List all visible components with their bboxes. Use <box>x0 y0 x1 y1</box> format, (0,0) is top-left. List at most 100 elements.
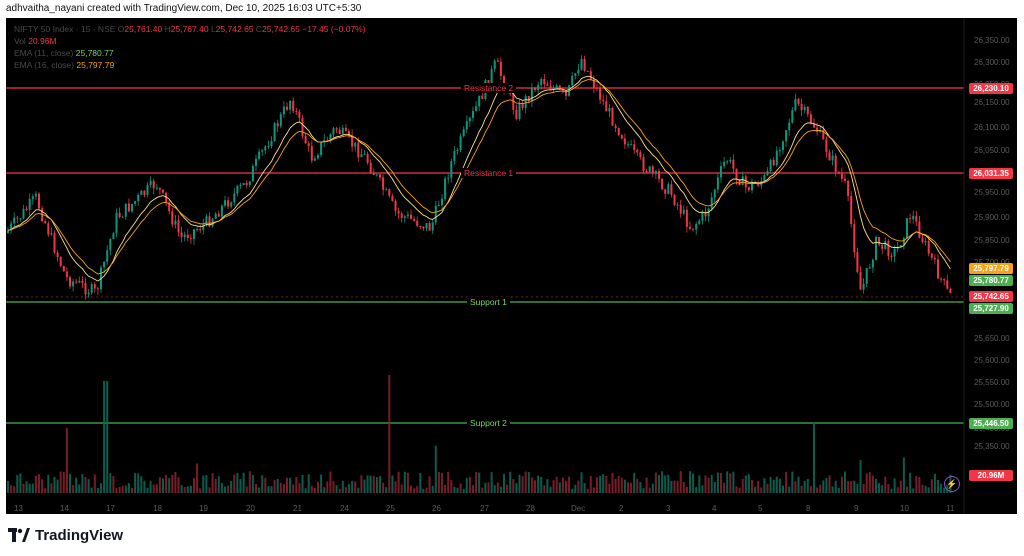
price-axis-label: 25,850.00 <box>974 236 1010 245</box>
legend-volume-row[interactable]: Vol 20.96M <box>14 36 57 46</box>
candle <box>131 203 133 212</box>
volume-bars <box>7 375 952 493</box>
volume-bar <box>174 471 177 493</box>
volume-bar <box>59 471 62 493</box>
candle <box>251 166 254 182</box>
volume-bar <box>927 487 930 493</box>
volume-bar <box>676 480 679 493</box>
candle <box>459 136 462 150</box>
volume-bar <box>93 474 96 493</box>
time-axis-label: Dec <box>571 504 586 513</box>
volume-bar <box>617 476 620 493</box>
candle <box>558 85 561 90</box>
volume-bar <box>224 486 226 493</box>
volume-bar <box>227 485 230 493</box>
candle <box>791 110 794 123</box>
candle <box>493 60 496 70</box>
candle <box>106 250 109 262</box>
volume-bar <box>744 475 747 493</box>
volume-bar <box>915 476 918 493</box>
legend-ema2-row[interactable]: EMA (16, close) 25,797.79 <box>14 60 114 70</box>
candle <box>670 184 673 195</box>
candle <box>840 173 843 179</box>
chart-plot-area[interactable] <box>6 18 1017 514</box>
volume-bar <box>100 483 102 493</box>
volume-bar <box>645 477 648 493</box>
candle <box>273 123 276 142</box>
volume-bar <box>437 471 440 493</box>
candle <box>648 166 651 173</box>
candle <box>22 208 25 219</box>
volume-bar <box>682 482 685 493</box>
volume-bar <box>524 471 527 493</box>
candle <box>62 266 65 272</box>
candle <box>282 106 285 115</box>
time-axis-label: 25 <box>386 504 395 513</box>
price-axis-label: 25,900.00 <box>974 213 1010 222</box>
ema1-line[interactable] <box>7 75 951 282</box>
candle <box>155 187 158 189</box>
candle <box>943 278 946 281</box>
price-axis-label: 25,500.00 <box>974 400 1010 409</box>
volume-bar <box>472 485 474 493</box>
volume-bar <box>375 477 378 493</box>
volume-bar <box>933 473 936 493</box>
time-axis-label: 11 <box>946 504 955 513</box>
volume-bar <box>788 486 791 493</box>
candle <box>527 95 530 102</box>
candle <box>304 135 307 144</box>
lightning-icon[interactable]: ⚡ <box>944 476 960 492</box>
candle <box>224 200 226 206</box>
ema2-line[interactable] <box>7 79 951 275</box>
time-axis-label: 4 <box>712 504 717 513</box>
candle <box>723 161 726 167</box>
volume-bar <box>837 487 840 493</box>
time-axis-label: 26 <box>432 504 441 513</box>
legend-ema1-row[interactable]: EMA (11, close) 25,780.77 <box>14 48 114 58</box>
volume-bar <box>286 477 288 493</box>
volume-bar <box>459 483 462 493</box>
chart-header: adhvaitha_nayani created with TradingVie… <box>6 3 362 14</box>
candle <box>701 211 704 221</box>
volume-bar <box>301 475 304 493</box>
price-axis-label: 25,350.00 <box>974 442 1010 451</box>
candle <box>199 229 202 231</box>
volume-bar <box>627 482 629 493</box>
volume-bar <box>450 480 453 493</box>
candle <box>462 129 465 137</box>
volume-bar <box>400 484 403 493</box>
volume-bar <box>809 486 812 493</box>
volume-bar <box>90 487 93 493</box>
volume-bar <box>298 482 301 493</box>
time-axis-label: 17 <box>106 504 115 513</box>
price-chart[interactable]: NIFTY 50 Index · 15 · NSE O25,761.40 H25… <box>6 18 1017 514</box>
candle <box>193 229 195 239</box>
volume-bar <box>217 476 220 493</box>
volume-bar <box>323 487 326 493</box>
candle <box>757 183 760 186</box>
legend-volume-label: Vol <box>14 36 26 46</box>
volume-bar <box>859 459 862 493</box>
candle <box>875 236 877 260</box>
volume-bar <box>924 485 927 493</box>
candle <box>788 122 791 131</box>
candle <box>450 161 453 178</box>
volume-bar <box>152 484 155 493</box>
volume-bar <box>214 478 217 493</box>
volume-bar <box>53 477 56 493</box>
volume-bar <box>261 475 264 493</box>
candle <box>118 212 121 218</box>
volume-bar <box>853 480 856 493</box>
candle <box>623 138 626 145</box>
candle <box>16 217 19 219</box>
candle <box>230 202 233 207</box>
candle <box>583 59 586 71</box>
volume-bar <box>177 477 180 493</box>
candle <box>158 187 161 190</box>
candle <box>906 218 908 239</box>
candle <box>403 216 406 218</box>
candle <box>599 87 602 100</box>
time-axis-label: 28 <box>526 504 535 513</box>
candle <box>561 89 564 91</box>
price-axis-label: 25,700.00 <box>974 258 1010 267</box>
